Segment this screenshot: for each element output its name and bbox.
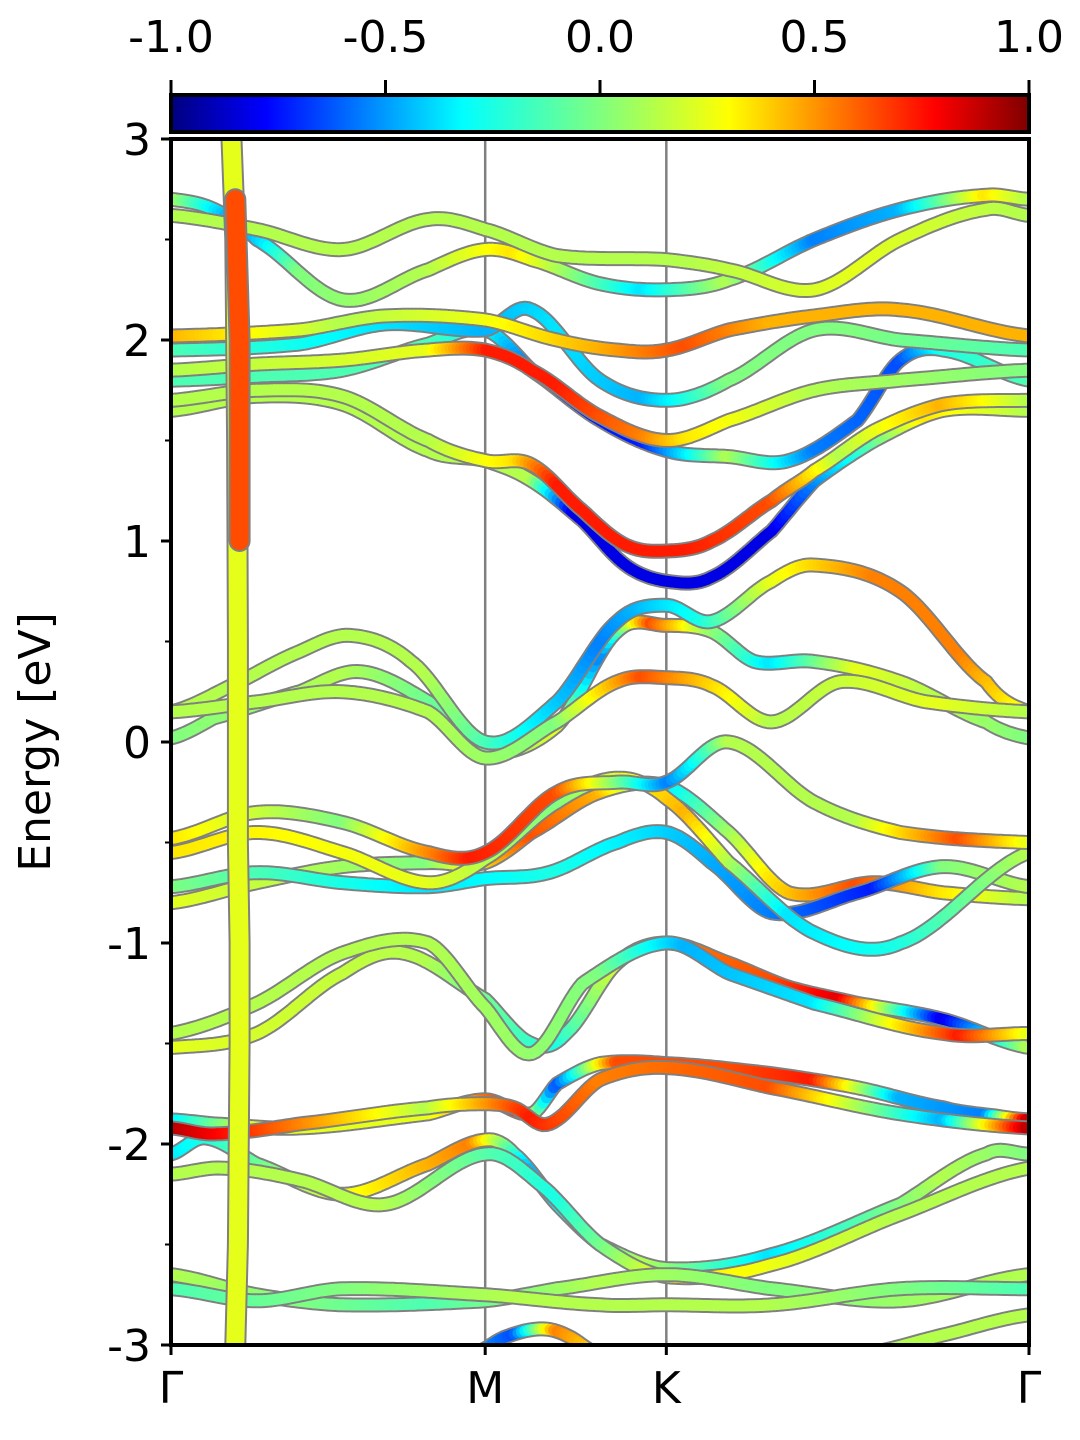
- colorbar-tick-label: 0.0: [565, 12, 635, 63]
- colorbar-ticks: -1.0 -0.5 0.0 0.5 1.0: [128, 12, 1064, 95]
- band-11: [171, 557, 1029, 751]
- band-12: [171, 669, 1029, 766]
- band-8: [171, 770, 1029, 957]
- band-16: [171, 340, 1029, 448]
- colorbar-gradient: [169, 93, 1031, 134]
- colorbar: -1.0 -0.5 0.0 0.5 1.0: [128, 12, 1064, 134]
- bands-layer: [171, 139, 1029, 1345]
- band-3: [171, 1059, 1029, 1142]
- band-20: [171, 200, 1029, 298]
- colorbar-tick-label: 1.0: [994, 12, 1064, 63]
- band-18: [171, 301, 1029, 360]
- band-17: [171, 300, 1029, 408]
- band-9: [171, 734, 1029, 866]
- colorbar-tick-label: -0.5: [343, 12, 429, 63]
- colorbar-tick-label: 0.5: [780, 12, 850, 63]
- band-outline: [171, 770, 1029, 957]
- colorbar-tick-label: -1.0: [128, 12, 214, 63]
- band-14: [171, 382, 1029, 559]
- band-1: [171, 1146, 1029, 1286]
- band-5: [171, 931, 1029, 1062]
